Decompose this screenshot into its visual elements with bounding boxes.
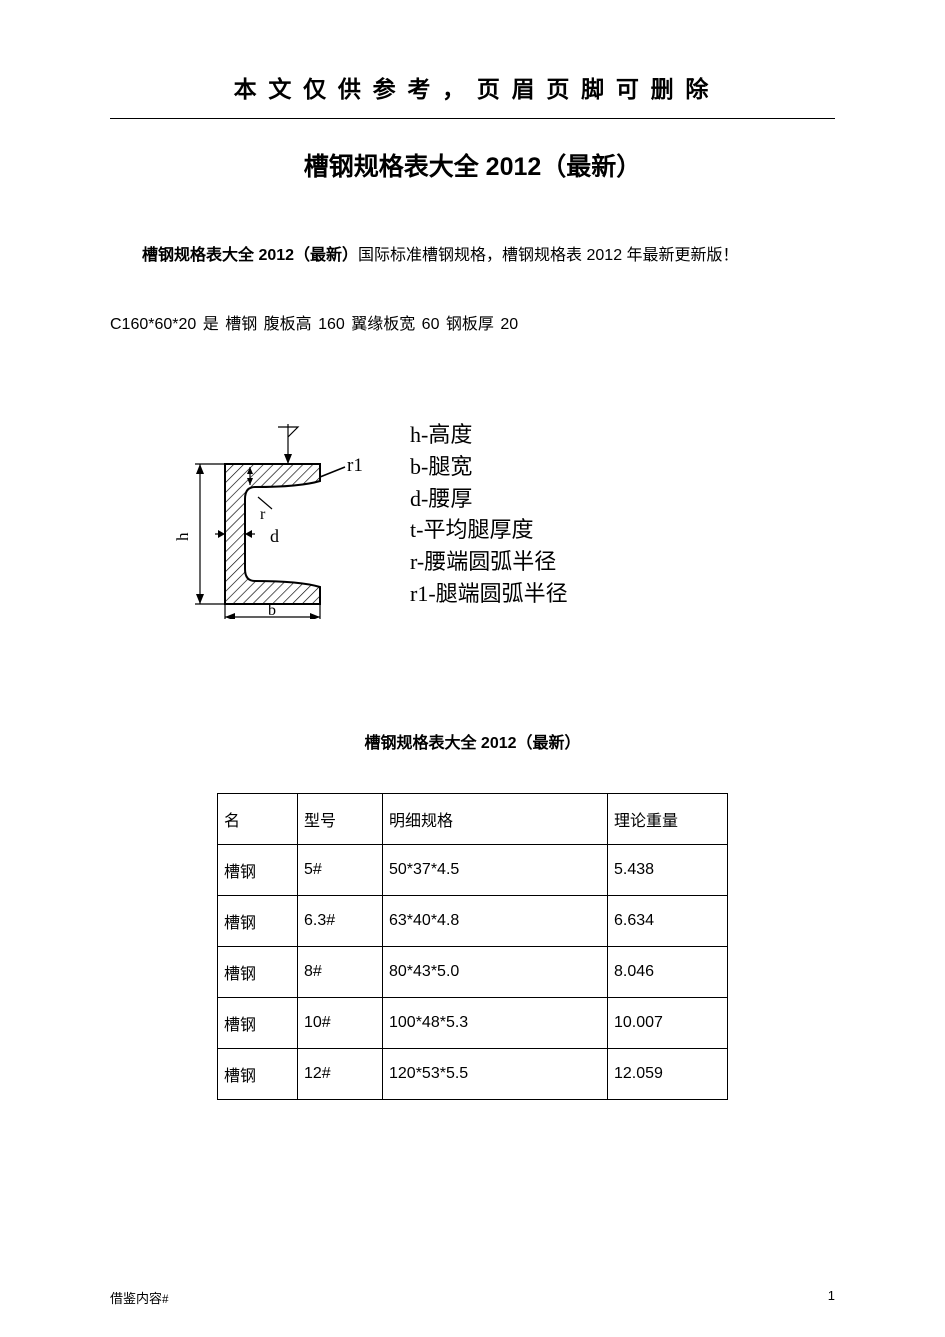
col-name: 名 (218, 794, 298, 845)
table-caption: 槽钢规格表大全 2012（最新） (110, 729, 835, 753)
cell: 5# (298, 845, 383, 896)
diagram-label-h: h (173, 532, 192, 541)
diagram-section: h r d r1 b h-高度 b-腿宽 d-腰厚 t-平均腿厚度 r-腰端圆弧… (110, 409, 835, 619)
cell: 12.059 (608, 1049, 728, 1100)
footer-left: 借鉴内容# (110, 1288, 169, 1307)
table-body: 槽钢 5# 50*37*4.5 5.438 槽钢 6.3# 63*40*4.8 … (218, 845, 728, 1100)
legend-item: b-腿宽 (410, 451, 568, 483)
table-header-row: 名 型号 明细规格 理论重量 (218, 794, 728, 845)
table-row: 槽钢 12# 120*53*5.5 12.059 (218, 1049, 728, 1100)
cell: 槽钢 (218, 1049, 298, 1100)
diagram-label-b: b (268, 602, 276, 619)
cell: 80*43*5.0 (383, 947, 608, 998)
legend-item: t-平均腿厚度 (410, 514, 568, 546)
cell: 50*37*4.5 (383, 845, 608, 896)
cell: 120*53*5.5 (383, 1049, 608, 1100)
intro-paragraph: 槽钢规格表大全 2012（最新）国际标准槽钢规格，槽钢规格表 2012 年最新更… (110, 235, 835, 277)
table-head: 名 型号 明细规格 理论重量 (218, 794, 728, 845)
footer-page-number: 1 (828, 1288, 835, 1307)
spec-example-line: C160*60*20 是 槽钢 腹板高 160 翼缘板宽 60 钢板厚 20 (110, 311, 835, 340)
cell: 8# (298, 947, 383, 998)
diagram-label-d: d (270, 526, 279, 546)
cell: 6.3# (298, 896, 383, 947)
table-row: 槽钢 5# 50*37*4.5 5.438 (218, 845, 728, 896)
intro-rest: 国际标准槽钢规格，槽钢规格表 2012 年最新更新版！ (358, 247, 739, 264)
cell: 10# (298, 998, 383, 1049)
cell: 8.046 (608, 947, 728, 998)
cell: 槽钢 (218, 947, 298, 998)
cell: 100*48*5.3 (383, 998, 608, 1049)
cell: 10.007 (608, 998, 728, 1049)
cell: 6.634 (608, 896, 728, 947)
diagram-label-r: r (260, 506, 266, 523)
header-note: 本 文 仅 供 参 考 ， 页 眉 页 脚 可 删 除 (110, 70, 835, 118)
cell: 槽钢 (218, 998, 298, 1049)
col-detail: 明细规格 (383, 794, 608, 845)
table-row: 槽钢 6.3# 63*40*4.8 6.634 (218, 896, 728, 947)
legend-item: r1-腿端圆弧半径 (410, 578, 568, 610)
cell: 槽钢 (218, 845, 298, 896)
spec-table: 名 型号 明细规格 理论重量 槽钢 5# 50*37*4.5 5.438 槽钢 … (217, 793, 728, 1100)
header-divider (110, 118, 835, 119)
channel-diagram: h r d r1 b (160, 409, 380, 619)
diagram-legend: h-高度 b-腿宽 d-腰厚 t-平均腿厚度 r-腰端圆弧半径 r1-腿端圆弧半… (410, 419, 568, 610)
cell: 槽钢 (218, 896, 298, 947)
diagram-label-r1: r1 (347, 455, 363, 476)
page-footer: 借鉴内容# 1 (110, 1288, 835, 1307)
table-row: 槽钢 8# 80*43*5.0 8.046 (218, 947, 728, 998)
cell: 5.438 (608, 845, 728, 896)
intro-bold: 槽钢规格表大全 2012（最新） (142, 247, 358, 264)
legend-item: d-腰厚 (410, 483, 568, 515)
legend-item: r-腰端圆弧半径 (410, 546, 568, 578)
cell: 63*40*4.8 (383, 896, 608, 947)
page-title: 槽钢规格表大全 2012（最新） (110, 147, 835, 183)
col-model: 型号 (298, 794, 383, 845)
table-row: 槽钢 10# 100*48*5.3 10.007 (218, 998, 728, 1049)
cell: 12# (298, 1049, 383, 1100)
legend-item: h-高度 (410, 419, 568, 451)
col-weight: 理论重量 (608, 794, 728, 845)
